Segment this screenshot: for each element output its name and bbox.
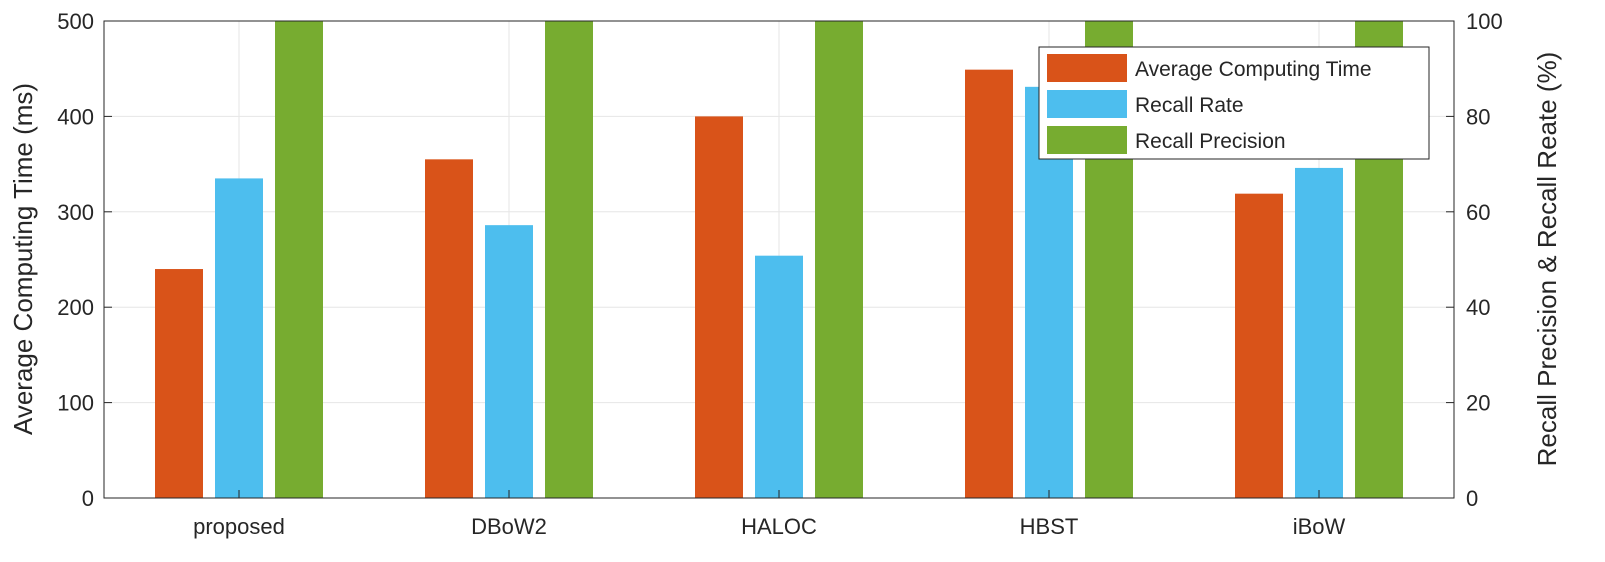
x-tick-label: proposed: [193, 514, 285, 539]
bar-average-computing-time: [695, 116, 743, 499]
y-tick-label-left: 0: [82, 486, 94, 511]
legend-label: Recall Rate: [1135, 94, 1244, 117]
y-tick-label-left: 200: [57, 295, 94, 320]
y-tick-label-right: 0: [1466, 486, 1478, 511]
y-tick-label-left: 300: [57, 200, 94, 225]
x-tick-label: HALOC: [741, 514, 817, 539]
axes: 0 100 200 300 400 500 0 20 40 60 80 100 proposed DBoW…: [57, 9, 1502, 539]
bar-recall-rate: [485, 225, 533, 498]
legend-swatch: [1047, 126, 1127, 154]
legend-label: Average Computing Time: [1135, 58, 1372, 81]
y-tick-label-left: 400: [57, 104, 94, 129]
x-tick-label: iBoW: [1293, 514, 1346, 539]
y-tick-label-left: 100: [57, 391, 94, 416]
bar-average-computing-time: [965, 69, 1013, 499]
y-axis-title-left: Average Computing Time (ms): [8, 83, 38, 435]
bar-average-computing-time: [1235, 193, 1283, 498]
bar-recall-rate: [755, 255, 803, 498]
bars: [155, 21, 1403, 499]
x-tick-label: DBoW2: [471, 514, 547, 539]
legend: Average Computing Time Recall Rate Recall …: [1038, 46, 1430, 160]
bar-recall-precision: [545, 21, 593, 498]
legend-swatch: [1047, 54, 1127, 82]
bar-average-computing-time: [425, 159, 473, 498]
bar-average-computing-time: [155, 269, 203, 498]
bar-recall-precision: [275, 21, 323, 498]
bar-recall-precision: [815, 21, 863, 498]
bar-recall-rate: [215, 178, 263, 498]
legend-label: Recall Precision: [1135, 130, 1286, 153]
y-axis-title-right: Recall Precision & Recall Reate (%): [1532, 52, 1562, 467]
y-tick-label-right: 100: [1466, 9, 1503, 34]
legend-swatch: [1047, 90, 1127, 118]
y-tick-label-right: 20: [1466, 391, 1490, 416]
x-tick-label: HBST: [1020, 514, 1079, 539]
bar-recall-rate: [1295, 167, 1343, 498]
y-tick-label-left: 500: [57, 9, 94, 34]
y-tick-label-right: 80: [1466, 104, 1490, 129]
y-tick-label-right: 40: [1466, 295, 1490, 320]
y-tick-label-right: 60: [1466, 200, 1490, 225]
